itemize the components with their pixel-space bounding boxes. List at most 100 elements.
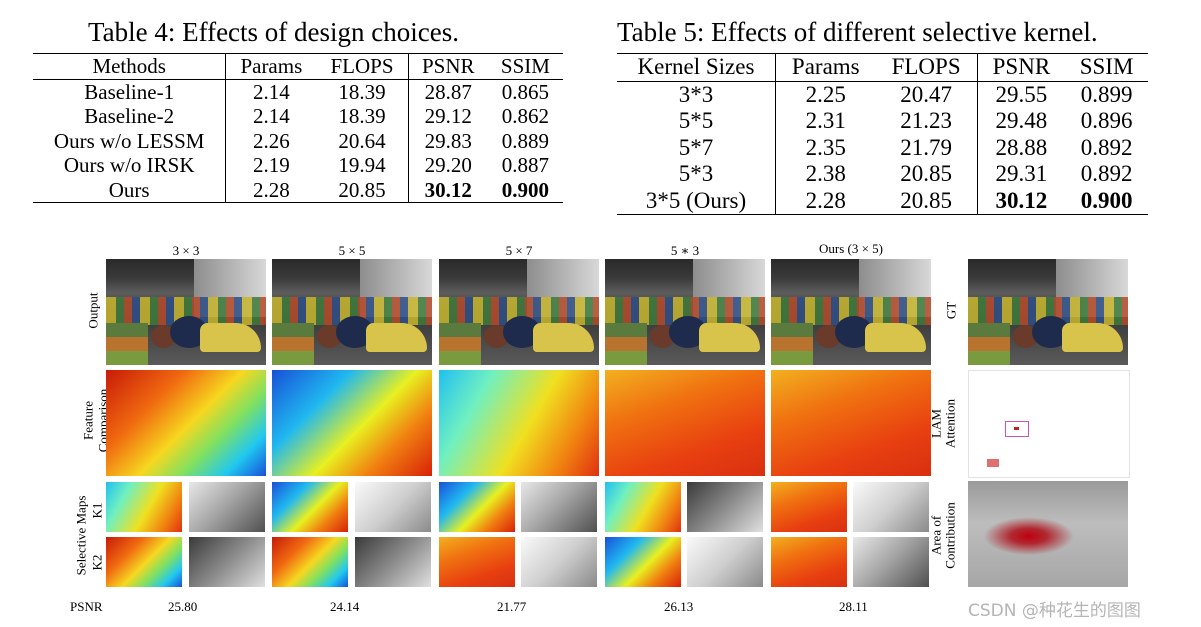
table5-cell: 20.85 xyxy=(875,187,978,215)
table4-cell: Baseline-1 xyxy=(33,79,227,104)
table4-cell-best: 30.12 xyxy=(424,177,472,202)
k2-color-map-ours xyxy=(771,537,847,587)
row-label-lam: LAM xyxy=(928,409,944,438)
table4-cell: 2.14 xyxy=(252,79,290,104)
table-row: Ours w/o IRSK 2.19 19.94 29.20 0.887 xyxy=(33,153,563,178)
table4-cell: 29.20 xyxy=(424,153,472,177)
feature-map-ours xyxy=(771,370,931,476)
table5: Kernel Sizes Params FLOPS PSNR SSIM 3*3 … xyxy=(617,53,1148,215)
table5-cell: 21.79 xyxy=(875,134,978,161)
table5-cell: 2.38 xyxy=(805,161,846,186)
table5-cell: 3*3 xyxy=(617,81,776,108)
table4-cell: 19.94 xyxy=(316,153,409,178)
k2-gray-map-5x7 xyxy=(521,537,597,587)
feature-map-5x3 xyxy=(605,370,765,476)
table4-header: Methods xyxy=(33,53,227,79)
watermark: CSDN @种花生的图图 xyxy=(968,601,1141,621)
psnr-value-5x3: 26.13 xyxy=(664,599,694,614)
table5-cell: 21.23 xyxy=(875,108,978,135)
table5-cell: 2.35 xyxy=(805,134,846,160)
table5-title: Table 5: Effects of different selective … xyxy=(617,17,1098,47)
column-title-ours: Ours (3 × 5) xyxy=(818,241,884,256)
table5-cell: 29.48 xyxy=(995,108,1048,133)
feature-map-3x3 xyxy=(106,370,266,476)
k1-color-map-5x7 xyxy=(439,482,515,532)
table4-cell: Ours w/o IRSK xyxy=(33,153,227,178)
output-image-3x3 xyxy=(106,259,266,365)
table4-cell: 28.87 xyxy=(424,79,472,104)
lam-blob-icon xyxy=(987,459,999,467)
psnr-value-ours: 28.11 xyxy=(839,599,868,614)
column-title-5x7: 5 × 7 xyxy=(505,243,533,258)
table5-cell: 20.47 xyxy=(875,81,978,108)
k1-gray-map-3x3 xyxy=(189,482,265,532)
k2-color-map-5x3 xyxy=(605,537,681,587)
table4-cell: Ours w/o LESSM xyxy=(33,128,227,153)
table5-cell: 2.31 xyxy=(805,108,846,133)
k1-gray-map-5x5 xyxy=(355,482,431,532)
column-title-5x5: 5 × 5 xyxy=(338,243,366,258)
row-label-gt: GT xyxy=(943,301,959,320)
table4-cell: Baseline-2 xyxy=(33,104,227,129)
table4-cell: 0.889 xyxy=(501,128,550,153)
table5-header-row: Kernel Sizes Params FLOPS PSNR SSIM xyxy=(617,53,1148,81)
gt-image xyxy=(968,259,1128,365)
table4-cell: 18.39 xyxy=(316,79,409,104)
lam-dot-icon xyxy=(1014,427,1019,430)
column-title-5x3: 5 ∗ 3 xyxy=(670,243,700,258)
table4-cell: 0.862 xyxy=(501,104,550,128)
table4-header: SSIM xyxy=(500,54,550,78)
table5-cell: 0.896 xyxy=(1080,108,1133,133)
k1-color-map-3x3 xyxy=(106,482,182,532)
table5-header: Params xyxy=(791,54,860,79)
table4-cell: 20.64 xyxy=(316,128,409,153)
row-label-attention: Attention xyxy=(942,398,958,449)
table5-header: Kernel Sizes xyxy=(617,53,776,81)
column-title-3x3: 3 × 3 xyxy=(172,243,200,258)
k1-color-map-5x3 xyxy=(605,482,681,532)
table5-header: FLOPS xyxy=(875,53,978,81)
table-row: 5*5 2.31 21.23 29.48 0.896 xyxy=(617,108,1148,135)
output-image-5x3 xyxy=(605,259,765,365)
k2-color-map-5x7 xyxy=(439,537,515,587)
row-label-k1: K1 xyxy=(89,502,105,519)
table-row: Baseline-1 2.14 18.39 28.87 0.865 xyxy=(33,79,563,104)
table4-header: PSNR xyxy=(421,54,475,78)
row-label-k2: K2 xyxy=(89,554,105,571)
table5-cell: 0.892 xyxy=(1080,161,1133,186)
k2-color-map-3x3 xyxy=(106,537,182,587)
table5-cell: 29.31 xyxy=(995,161,1048,186)
k2-gray-map-ours xyxy=(853,537,929,587)
table5-cell: 5*5 xyxy=(617,108,776,135)
output-image-5x7 xyxy=(439,259,599,365)
lam-box-icon xyxy=(1005,421,1029,437)
lam-attention-map xyxy=(968,370,1130,478)
feature-map-5x7 xyxy=(439,370,599,476)
table5-cell: 2.28 xyxy=(805,187,846,213)
table5-header: SSIM xyxy=(1079,54,1134,79)
table-row: 5*3 2.38 20.85 29.31 0.892 xyxy=(617,161,1148,188)
table4-header: FLOPS xyxy=(316,53,409,79)
table-row: 3*3 2.25 20.47 29.55 0.899 xyxy=(617,81,1148,108)
table4-cell-best: 0.900 xyxy=(501,177,550,202)
area-of-contribution-map xyxy=(968,481,1128,587)
table4-cell: 2.26 xyxy=(252,128,290,153)
table5-cell: 20.85 xyxy=(875,161,978,188)
table5-cell-best: 30.12 xyxy=(995,187,1048,213)
table5-cell: 28.88 xyxy=(995,134,1048,160)
table4: Methods Params FLOPS PSNR SSIM Baseline-… xyxy=(33,53,563,203)
table5-cell: 0.899 xyxy=(1080,81,1133,107)
k1-gray-map-5x3 xyxy=(687,482,763,532)
table5-cell: 2.25 xyxy=(805,81,846,107)
psnr-value-5x5: 24.14 xyxy=(330,599,360,614)
k2-gray-map-5x3 xyxy=(687,537,763,587)
table4-cell: 0.887 xyxy=(501,153,550,177)
table5-header: PSNR xyxy=(992,54,1051,79)
row-label-feature: Feature xyxy=(80,401,96,440)
table5-cell: 3*5 (Ours) xyxy=(617,187,776,215)
table4-title: Table 4: Effects of design choices. xyxy=(88,17,459,47)
k1-gray-map-ours xyxy=(853,482,929,532)
table5-cell-best: 0.900 xyxy=(1080,187,1133,213)
table5-cell: 29.55 xyxy=(995,81,1048,107)
psnr-value-3x3: 25.80 xyxy=(168,599,198,614)
